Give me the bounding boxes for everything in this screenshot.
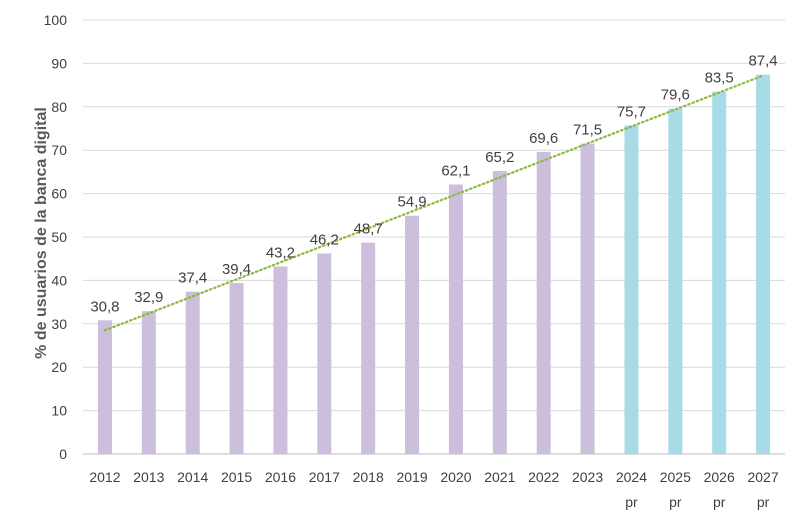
bar-projected xyxy=(712,91,727,455)
x-tick-label: 2018 xyxy=(353,469,384,485)
x-tick-label: 2021 xyxy=(484,469,515,485)
data-label: 48,7 xyxy=(354,221,383,238)
data-label: 69,6 xyxy=(529,130,558,147)
x-axis-ticks: 2012 2013 2014 2015 2016 2017 2018 2019 2020 2021… xyxy=(89,469,778,510)
x-tick-suffix: pr xyxy=(713,494,726,510)
trendline-group xyxy=(103,74,765,332)
bar xyxy=(361,242,376,454)
data-labels: 30,8 32,9 37,4 39,4 43,2 46,2 48,7 54,9 62,1 65,2… xyxy=(90,53,777,316)
x-tick-label: 2014 xyxy=(177,469,208,485)
data-label: 71,5 xyxy=(573,122,602,139)
data-label: 62,1 xyxy=(441,162,470,179)
y-tick-label: 0 xyxy=(59,446,67,462)
x-tick-label: 2016 xyxy=(265,469,296,485)
data-label: 30,8 xyxy=(90,298,119,315)
data-label: 32,9 xyxy=(134,289,163,306)
data-label: 65,2 xyxy=(485,149,514,166)
bar xyxy=(580,143,595,454)
bar xyxy=(273,266,288,454)
bar xyxy=(229,283,244,454)
x-tick-suffix: pr xyxy=(625,494,638,510)
y-tick-label: 80 xyxy=(51,99,67,115)
data-label: 43,2 xyxy=(266,245,295,262)
bars xyxy=(97,74,771,455)
bar xyxy=(405,215,420,454)
x-tick-label: 2013 xyxy=(133,469,164,485)
bar xyxy=(97,320,112,454)
bar xyxy=(536,151,551,454)
y-tick-label: 90 xyxy=(51,55,67,71)
data-label: 79,6 xyxy=(661,87,690,104)
bar xyxy=(492,171,507,455)
data-label: 75,7 xyxy=(617,103,646,120)
x-tick-label: 2012 xyxy=(89,469,120,485)
data-label: 87,4 xyxy=(748,53,777,70)
y-tick-label: 40 xyxy=(51,272,67,288)
x-tick-label: 2015 xyxy=(221,469,252,485)
y-axis-ticks: 0 10 20 30 40 50 60 70 80 90 100 xyxy=(44,12,68,462)
bar-projected xyxy=(668,108,683,454)
x-tick-label: 2022 xyxy=(528,469,559,485)
y-tick-label: 30 xyxy=(51,316,67,332)
x-tick-label: 2023 xyxy=(572,469,603,485)
x-tick-suffix: pr xyxy=(757,494,770,510)
y-tick-label: 20 xyxy=(51,359,67,375)
bar xyxy=(317,253,332,454)
y-tick-label: 60 xyxy=(51,186,67,202)
y-tick-label: 50 xyxy=(51,229,67,245)
x-tick-label: 2026 xyxy=(704,469,735,485)
y-tick-label: 100 xyxy=(44,12,68,28)
x-tick-label: 2017 xyxy=(309,469,340,485)
gridlines xyxy=(83,19,785,455)
x-tick-suffix: pr xyxy=(669,494,682,510)
bar xyxy=(141,311,156,454)
y-tick-label: 70 xyxy=(51,142,67,158)
data-label: 46,2 xyxy=(310,231,339,248)
x-tick-label: 2027 xyxy=(747,469,778,485)
y-axis-label: % de usuarios de la banca digital xyxy=(33,107,50,359)
bar xyxy=(448,184,463,454)
y-tick-label: 10 xyxy=(51,403,67,419)
x-tick-label: 2019 xyxy=(396,469,427,485)
bar-projected xyxy=(756,74,771,455)
data-label: 54,9 xyxy=(397,194,426,211)
trendline xyxy=(103,74,765,332)
x-tick-label: 2024 xyxy=(616,469,647,485)
data-label: 37,4 xyxy=(178,270,207,287)
bar-projected xyxy=(624,125,639,454)
data-label: 83,5 xyxy=(705,70,734,87)
bar xyxy=(185,291,200,454)
x-tick-label: 2020 xyxy=(440,469,471,485)
x-tick-label: 2025 xyxy=(660,469,691,485)
data-label: 39,4 xyxy=(222,261,251,278)
